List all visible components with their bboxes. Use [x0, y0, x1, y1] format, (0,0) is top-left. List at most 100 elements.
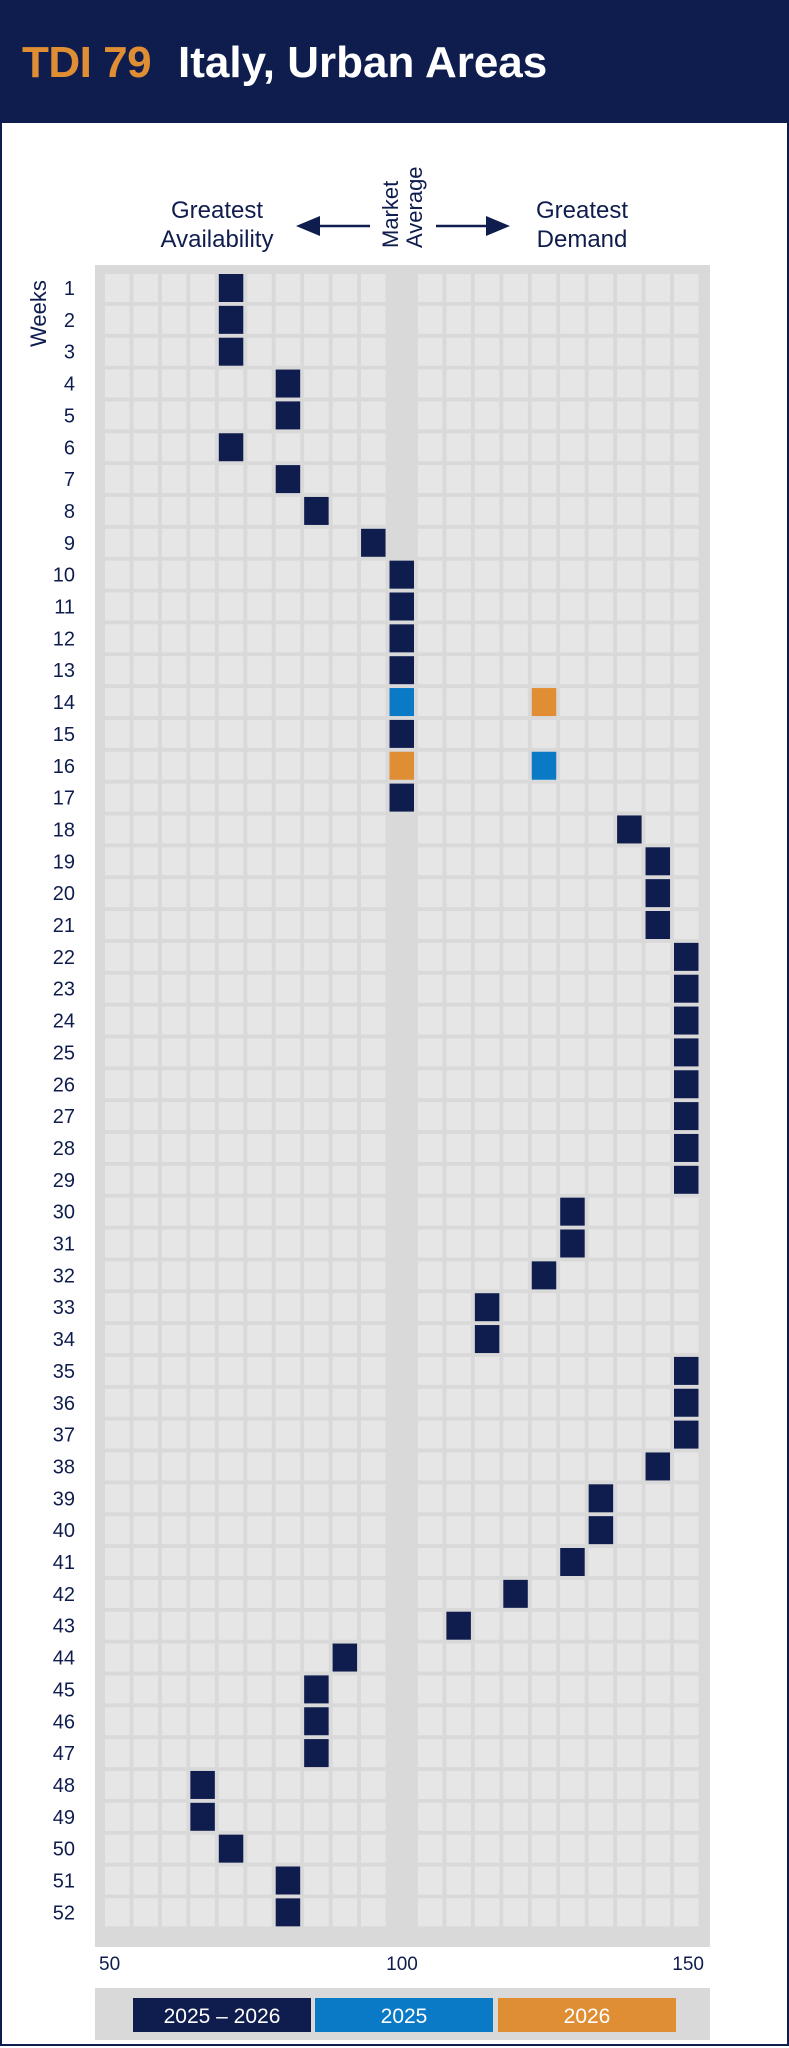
grid-cell	[588, 592, 614, 621]
grid-cell	[588, 751, 614, 780]
grid-cell	[332, 1356, 358, 1385]
grid-cell	[161, 1293, 187, 1322]
grid-cell	[474, 1484, 500, 1513]
grid-cell	[105, 974, 130, 1003]
grid-cell	[560, 465, 585, 494]
week-label: 12	[53, 628, 75, 650]
grid-cell	[617, 1866, 642, 1895]
grid-cell	[361, 1261, 386, 1290]
grid-cell	[674, 1293, 699, 1322]
grid-cell	[247, 1707, 272, 1736]
grid-cell	[105, 1293, 130, 1322]
grid-cell	[275, 274, 301, 302]
grid-cell	[446, 1643, 471, 1672]
grid-cell	[446, 465, 471, 494]
grid-cell	[617, 369, 642, 398]
grid-cell	[361, 1675, 386, 1704]
grid-cell	[474, 528, 500, 557]
grid-cell	[105, 1898, 130, 1927]
grid-cell	[503, 942, 528, 971]
grid-cell	[304, 433, 329, 462]
grid-cell	[446, 1675, 471, 1704]
grid-cell	[617, 847, 642, 876]
grid-cell	[417, 1420, 443, 1449]
grid-cell	[674, 433, 699, 462]
grid-cell	[503, 783, 528, 812]
grid-cell	[332, 1739, 358, 1768]
grid-cell	[190, 465, 215, 494]
grid-cell	[560, 1356, 585, 1385]
data-point	[674, 1070, 699, 1099]
grid-cell	[417, 1707, 443, 1736]
grid-cell	[503, 1898, 528, 1927]
grid-cell	[617, 1516, 642, 1545]
grid-cell	[304, 1770, 329, 1799]
grid-cell	[645, 783, 671, 812]
grid-cell	[503, 1420, 528, 1449]
grid-cell	[474, 656, 500, 685]
grid-cell	[503, 1070, 528, 1099]
grid-cell	[446, 1484, 471, 1513]
grid-cell	[617, 1484, 642, 1513]
grid-cell	[304, 1579, 329, 1608]
grid-cell	[503, 433, 528, 462]
grid-cell	[417, 1229, 443, 1258]
grid-cell	[133, 1898, 158, 1927]
grid-cell	[332, 592, 358, 621]
grid-cell	[218, 401, 244, 430]
grid-cell	[645, 1675, 671, 1704]
grid-cell	[218, 560, 244, 589]
grid-cell	[531, 656, 557, 685]
data-point	[674, 1420, 699, 1449]
right-label-line1: Greatest	[536, 197, 628, 224]
grid-cell	[218, 1484, 244, 1513]
grid-cell	[588, 401, 614, 430]
grid-cell	[304, 1802, 329, 1831]
grid-cell	[332, 974, 358, 1003]
grid-cell	[161, 560, 187, 589]
grid-cell	[560, 1484, 585, 1513]
grid-cell	[275, 1261, 301, 1290]
grid-cell	[133, 1739, 158, 1768]
grid-cell	[645, 942, 671, 971]
grid-cell	[588, 560, 614, 589]
grid-cell	[503, 1133, 528, 1162]
grid-cell	[133, 688, 158, 717]
grid-cell	[417, 1739, 443, 1768]
grid-cell	[190, 974, 215, 1003]
grid-cell	[674, 879, 699, 908]
grid-cell	[218, 1452, 244, 1481]
grid-cell	[588, 433, 614, 462]
grid-cell	[247, 1675, 272, 1704]
grid-cell	[674, 465, 699, 494]
grid-cell	[218, 719, 244, 748]
grid-cell	[105, 656, 130, 685]
grid-cell	[161, 1516, 187, 1545]
grid-cell	[474, 1898, 500, 1927]
grid-cell	[588, 1388, 614, 1417]
grid-cell	[361, 305, 386, 334]
data-point	[275, 465, 301, 494]
week-label: 11	[54, 597, 75, 619]
grid-cell	[190, 815, 215, 844]
grid-cell	[105, 401, 130, 430]
grid-cell	[133, 1006, 158, 1035]
grid-cell	[474, 496, 500, 525]
grid-cell	[332, 815, 358, 844]
grid-cell	[474, 879, 500, 908]
grid-cell	[133, 815, 158, 844]
grid-cell	[218, 1293, 244, 1322]
grid-cell	[560, 751, 585, 780]
grid-cell	[474, 1388, 500, 1417]
grid-cell	[588, 1165, 614, 1194]
grid-cell	[361, 465, 386, 494]
grid-cell	[531, 1866, 557, 1895]
data-point	[674, 1165, 699, 1194]
grid-cell	[474, 1516, 500, 1545]
grid-cell	[105, 1675, 130, 1704]
grid-cell	[474, 1770, 500, 1799]
grid-cell	[531, 879, 557, 908]
grid-cell	[503, 879, 528, 908]
grid-cell	[503, 305, 528, 334]
grid-cell	[674, 1707, 699, 1736]
